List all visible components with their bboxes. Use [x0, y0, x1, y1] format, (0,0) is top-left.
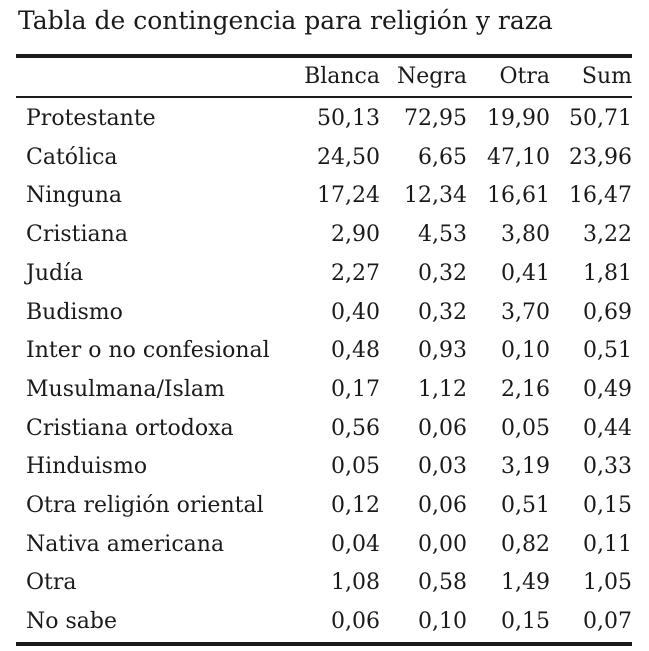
table-cell: 0,32: [418, 299, 467, 325]
table-cell: 0,44: [583, 415, 632, 441]
row-label: Hinduismo: [26, 454, 148, 480]
table-cell: 0,93: [418, 338, 467, 364]
column-header: Negra: [397, 64, 467, 89]
table-row: Católica 24,50 6,65 47,10 23,96: [16, 139, 642, 178]
table-cell: 0,00: [418, 531, 467, 557]
table-row: Protestante 50,13 72,95 19,90 50,71: [16, 98, 642, 139]
table-cell: 0,06: [418, 415, 467, 441]
table-cell: 3,22: [583, 222, 632, 248]
table-cell: 0,82: [501, 531, 550, 557]
table-cell: 3,19: [501, 454, 550, 480]
header-corner: [16, 58, 300, 96]
table-cell: 0,04: [331, 531, 380, 557]
table-cell: 2,90: [331, 222, 380, 248]
bottom-rule: [16, 641, 632, 646]
table-cell: 0,05: [501, 415, 550, 441]
table-cell: 0,58: [418, 570, 467, 596]
table-row: Nativa americana 0,04 0,00 0,82 0,11: [16, 526, 642, 565]
table-row: Musulmana/Islam 0,17 1,12 2,16 0,49: [16, 371, 642, 410]
table-cell: 4,53: [418, 222, 467, 248]
table-cell: 1,49: [501, 570, 550, 596]
table-row: Otra religión oriental 0,12 0,06 0,51 0,15: [16, 487, 642, 526]
table-cell: 0,49: [583, 376, 632, 402]
table-cell: 0,17: [331, 376, 380, 402]
table-cell: 0,03: [418, 454, 467, 480]
row-label: Ninguna: [26, 183, 122, 209]
table-cell: 0,32: [418, 260, 467, 286]
header-row: Blanca Negra Otra Sum: [16, 58, 642, 96]
table-row: Otra 1,08 0,58 1,49 1,05: [16, 564, 642, 603]
top-rule: [16, 54, 632, 58]
table-cell: 6,65: [418, 144, 467, 170]
row-label: Nativa americana: [26, 531, 225, 557]
row-label: Inter o no confesional: [26, 338, 270, 364]
table-row: Cristiana 2,90 4,53 3,80 3,22: [16, 216, 642, 255]
table-cell: 1,81: [583, 260, 632, 286]
table-cell: 12,34: [404, 183, 467, 209]
row-label: Católica: [26, 144, 118, 170]
table-cell: 72,95: [404, 106, 467, 131]
table-cell: 0,10: [418, 609, 467, 635]
table-cell: 0,15: [501, 609, 550, 635]
table-header: Blanca Negra Otra Sum: [16, 58, 642, 96]
table-cell: 0,10: [501, 338, 550, 364]
table-cell: 16,47: [569, 183, 632, 209]
table-row: Cristiana ortodoxa 0,56 0,06 0,05 0,44: [16, 410, 642, 449]
table-cell: 0,41: [501, 260, 550, 286]
table-cell: 2,27: [331, 260, 380, 286]
table-cell: 23,96: [569, 144, 632, 170]
row-label: No sabe: [26, 609, 117, 635]
column-header: Sum: [581, 64, 632, 89]
table-cell: 17,24: [317, 183, 380, 209]
table-cell: 0,40: [331, 299, 380, 325]
table-cell: 0,06: [418, 493, 467, 519]
table-cell: 0,69: [583, 299, 632, 325]
table-body: Protestante 50,13 72,95 19,90 50,71 Católica 2…: [16, 98, 642, 642]
table-cell: 3,80: [501, 222, 550, 248]
table-cell: 24,50: [317, 144, 380, 170]
column-header: Otra: [499, 64, 550, 89]
table-cell: 0,11: [583, 531, 632, 557]
table-row: Budismo 0,40 0,32 3,70 0,69: [16, 294, 642, 333]
table-cell: 0,15: [583, 493, 632, 519]
row-label: Judía: [26, 260, 84, 286]
table-cell: 1,08: [331, 570, 380, 596]
row-label: Budismo: [26, 299, 123, 325]
row-label: Musulmana/Islam: [26, 376, 225, 402]
table-cell: 3,70: [501, 299, 550, 325]
table-row: Judía 2,27 0,32 0,41 1,81: [16, 255, 642, 294]
table-caption: Tabla de contingencia para religión y ra…: [18, 6, 553, 35]
table-cell: 0,56: [331, 415, 380, 441]
table-cell: 0,48: [331, 338, 380, 364]
table-cell: 47,10: [487, 144, 550, 170]
table-row: Inter o no confesional 0,48 0,93 0,10 0,51: [16, 332, 642, 371]
row-label: Protestante: [26, 106, 156, 131]
row-label: Cristiana ortodoxa: [26, 415, 234, 441]
table-cell: 1,05: [583, 570, 632, 596]
table-row: Ninguna 17,24 12,34 16,61 16,47: [16, 177, 642, 216]
row-label: Cristiana: [26, 222, 128, 248]
table-cell: 0,06: [331, 609, 380, 635]
contingency-table: Blanca Negra Otra Sum Protestante 50,13 72…: [16, 54, 632, 646]
table-cell: 16,61: [487, 183, 550, 209]
table-cell: 0,05: [331, 454, 380, 480]
table-cell: 1,12: [418, 376, 467, 402]
table-cell: 0,12: [331, 493, 380, 519]
table-cell: 19,90: [487, 106, 550, 131]
table-cell: 0,51: [583, 338, 632, 364]
table-cell: 50,13: [317, 106, 380, 131]
row-label: Otra: [26, 570, 77, 596]
table-cell: 0,51: [501, 493, 550, 519]
table-cell: 50,71: [569, 106, 632, 131]
header-rule: [16, 96, 632, 98]
column-header: Blanca: [304, 64, 380, 89]
table-row: Hinduismo 0,05 0,03 3,19 0,33: [16, 448, 642, 487]
row-label: Otra religión oriental: [26, 493, 264, 519]
table-cell: 0,07: [583, 609, 632, 635]
table-cell: 2,16: [501, 376, 550, 402]
table-cell: 0,33: [583, 454, 632, 480]
table-row: No sabe 0,06 0,10 0,15 0,07: [16, 603, 642, 642]
